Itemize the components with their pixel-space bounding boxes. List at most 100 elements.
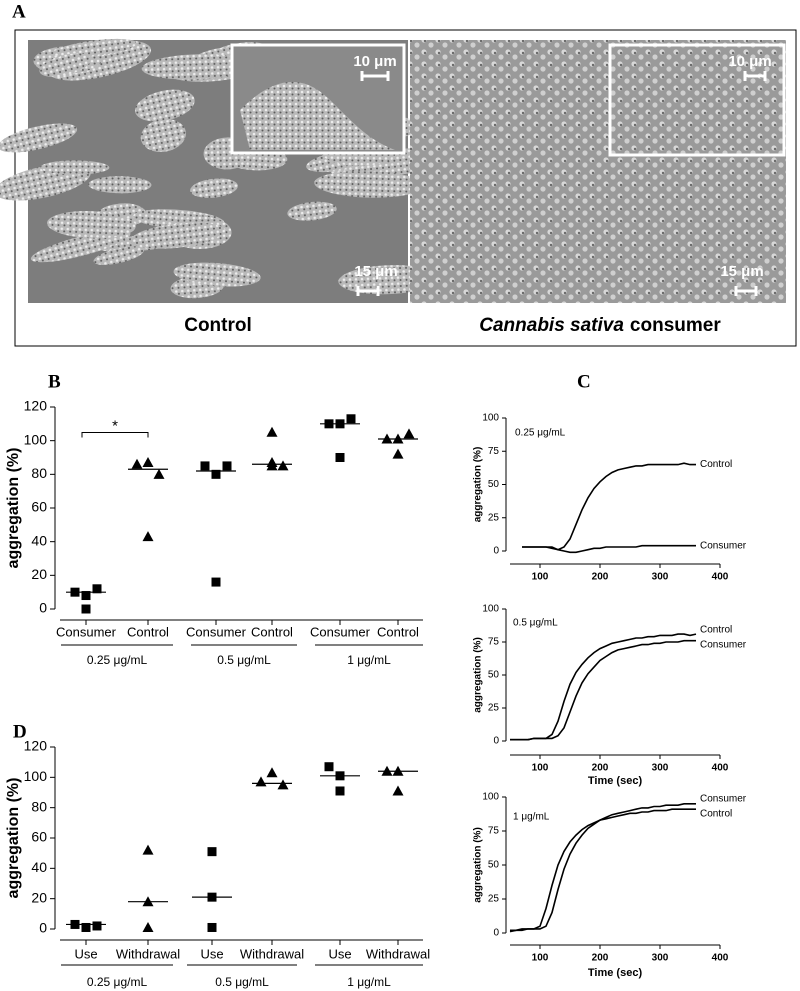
x-tick-label: Withdrawal: [366, 946, 430, 961]
point: [207, 847, 217, 857]
point: [266, 460, 278, 471]
group-label: 1 μg/mL: [347, 653, 391, 667]
point: [335, 453, 345, 462]
y-tick-label: 100: [482, 413, 499, 424]
y-tick-label: 100: [482, 792, 499, 803]
x-tick-label: Withdrawal: [240, 946, 304, 961]
x-tick-label: 300: [652, 953, 669, 964]
point: [403, 428, 415, 439]
x-tick-label: Control: [251, 624, 293, 639]
y-tick-label: 100: [24, 431, 48, 447]
y-tick-label: 50: [488, 860, 500, 871]
x-tick-label: 400: [712, 953, 729, 964]
x-tick-label: 200: [592, 953, 609, 964]
point: [142, 531, 154, 542]
x-tick-label: 400: [712, 572, 729, 583]
point: [266, 767, 278, 778]
x-tick-label: 300: [652, 572, 669, 583]
annotation: 0.25 μg/mL: [515, 428, 566, 439]
inset-consumer: [608, 43, 786, 157]
point: [335, 786, 345, 796]
panel-label: A: [12, 1, 26, 22]
x-tick-label: 400: [712, 763, 729, 774]
clump: [93, 246, 145, 265]
y-tick-label: 80: [31, 465, 47, 481]
y-tick-label: 100: [482, 604, 499, 615]
caption: Control: [184, 315, 252, 336]
panel-label: C: [577, 371, 591, 392]
point: [81, 604, 91, 614]
x-tick-label: 200: [592, 763, 609, 774]
trace: [509, 803, 696, 933]
clump: [40, 160, 110, 175]
y-tick-label: 0: [493, 736, 499, 747]
x-tick-label: Use: [328, 946, 351, 961]
x-tick-label: Control: [377, 624, 419, 639]
point: [207, 922, 217, 932]
y-tick-label: 50: [488, 479, 500, 490]
clump: [46, 211, 136, 239]
clump: [173, 262, 261, 287]
annotation: 0.5 μg/mL: [513, 618, 558, 629]
trace: [522, 462, 696, 551]
y-tick-label: 120: [24, 398, 48, 414]
x-axis-label: Time (sec): [588, 775, 643, 787]
scale-label: 10 μm: [728, 53, 771, 70]
y-tick-label: 20: [31, 889, 47, 905]
y-tick-label: 0: [39, 600, 47, 616]
y-tick-label: 80: [31, 798, 47, 814]
y-tick-label: 120: [24, 738, 48, 754]
y-tick-label: 40: [31, 532, 47, 548]
clump: [140, 119, 186, 153]
y-axis-label: aggregation (%): [5, 778, 22, 899]
clump: [130, 222, 225, 249]
annotation: 1 μg/mL: [513, 812, 550, 823]
y-tick-label: 40: [31, 859, 47, 875]
caption-italic: Cannabis sativa: [479, 315, 624, 336]
scale-bar: [743, 71, 767, 81]
significance-bracket: [81, 432, 149, 438]
scale-bar: [734, 286, 758, 296]
scale-bar: [356, 286, 380, 296]
point: [153, 468, 165, 479]
group-label: 0.25 μg/mL: [87, 975, 148, 989]
x-tick-label: Consumer: [310, 624, 371, 639]
group-label: 0.25 μg/mL: [87, 653, 148, 667]
y-tick-label: 75: [488, 446, 500, 457]
series-label: Control: [700, 809, 732, 820]
x-tick-label: Use: [200, 946, 223, 961]
y-tick-label: 75: [488, 637, 500, 648]
y-tick-label: 60: [31, 499, 47, 515]
x-axis-label: Time (sec): [588, 967, 643, 979]
group-label: 0.5 μg/mL: [217, 653, 271, 667]
trace: [510, 633, 697, 741]
clump: [134, 89, 195, 122]
point: [81, 591, 91, 601]
point: [211, 577, 221, 587]
x-tick-label: 100: [532, 953, 549, 964]
trace: [510, 808, 696, 932]
x-tick-label: 100: [532, 572, 549, 583]
point: [266, 426, 278, 437]
clump: [0, 123, 78, 153]
scale-bar: [360, 71, 390, 81]
y-tick-label: 25: [488, 703, 500, 714]
clump: [190, 178, 238, 198]
clump: [88, 176, 152, 194]
y-axis-label: aggregation (%): [473, 447, 484, 523]
point: [131, 458, 143, 469]
point: [392, 448, 404, 459]
clump: [53, 38, 137, 58]
x-tick-label: Use: [74, 946, 97, 961]
clump: [39, 53, 92, 77]
caption: Cannabis sativa consumer: [479, 315, 721, 336]
x-tick-label: 200: [592, 572, 609, 583]
trace: [510, 639, 696, 741]
point: [92, 921, 102, 931]
group-label: 1 μg/mL: [347, 975, 391, 989]
clump: [141, 54, 250, 80]
y-tick-label: 50: [488, 670, 500, 681]
trace: [522, 544, 696, 554]
series-label: Control: [700, 625, 732, 636]
